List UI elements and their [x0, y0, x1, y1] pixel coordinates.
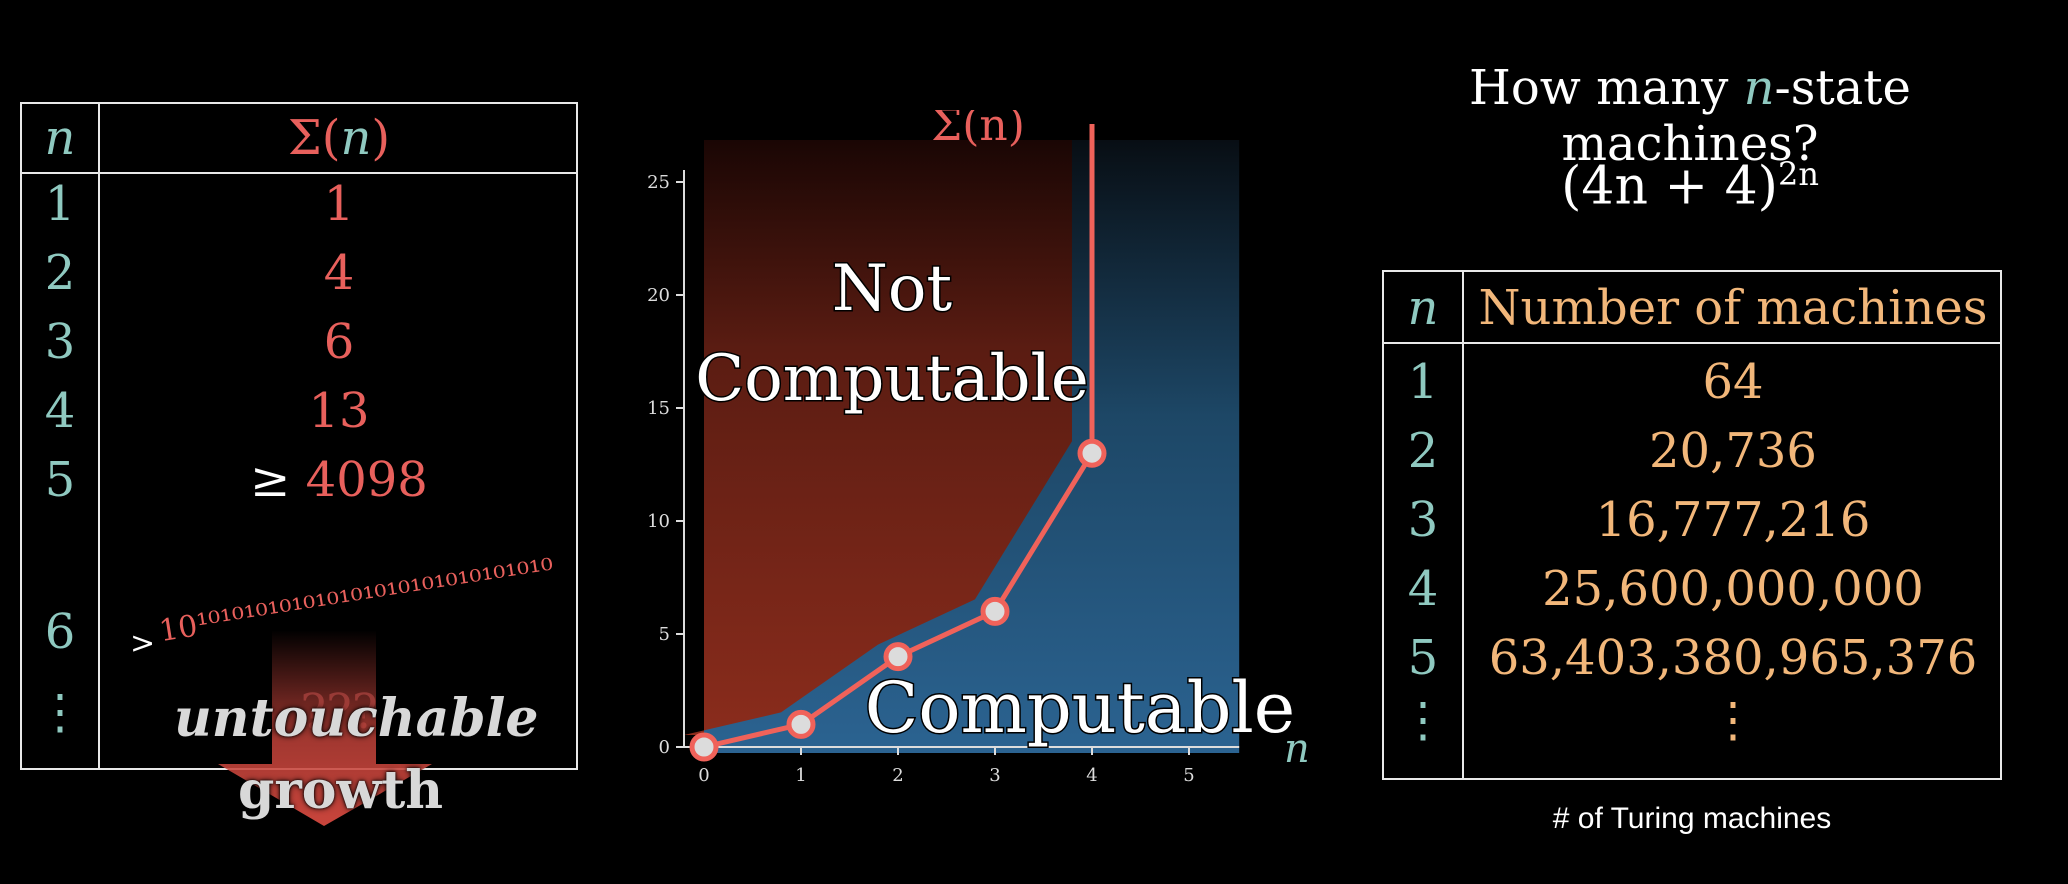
row-2-value: 4 [323, 245, 355, 301]
machine-count-formula: (4n + 4)2n [1561, 155, 1819, 217]
chart-title: Σ(n) [931, 110, 1025, 151]
row-6-n: 6 [44, 604, 76, 660]
row-3-n: 3 [44, 314, 76, 370]
overlay-untouchable: untouchable [174, 688, 539, 749]
row-ellipsis-value: ⋮ [1709, 692, 1757, 748]
row-6-prefix: > [130, 626, 156, 661]
x-tick-label: 2 [892, 765, 903, 786]
row-2-n: 2 [44, 245, 76, 301]
table-column-divider [1462, 272, 1464, 778]
row-4-n: 4 [44, 383, 76, 439]
row-2-value: 20,736 [1649, 423, 1817, 479]
label-not: Not [832, 252, 953, 326]
row-5-value: 63,403,380,965,376 [1488, 630, 1978, 686]
row-1-n: 1 [1407, 354, 1439, 410]
header-n: n [44, 110, 76, 166]
not-computable-region [684, 140, 1072, 735]
overlay-growth: growth [238, 760, 444, 821]
data-point [786, 709, 816, 739]
x-tick-label: 4 [1086, 765, 1097, 786]
x-axis-label: n [1284, 726, 1310, 772]
x-tick-label: 0 [698, 765, 709, 786]
row-3-n: 3 [1407, 492, 1439, 548]
data-point [980, 596, 1010, 626]
x-tick-label: 3 [989, 765, 1000, 786]
header-number-of-machines: Number of machines [1478, 280, 1988, 336]
row-2-n: 2 [1407, 423, 1439, 479]
busy-beaver-chart: 0 5 10 15 20 25 0 1 2 3 4 5 Not Computable Computab… [647, 110, 1310, 786]
row-1-n: 1 [44, 176, 76, 232]
y-tick-label: 5 [659, 624, 670, 645]
row-5-n: 5 [1407, 630, 1439, 686]
row-5-value: ≥ 4098 [250, 452, 428, 508]
caption: # of Turing machines [1552, 802, 1832, 835]
row-1-value: 64 [1702, 354, 1764, 410]
row-3-value: 6 [323, 314, 355, 370]
row-4-n: 4 [1407, 561, 1439, 617]
row-4-value: 13 [308, 383, 370, 439]
row-ellipsis-n: ⋮ [36, 684, 84, 740]
data-point [883, 642, 913, 672]
sigma-table: n Σ(n) 1 1 2 4 3 6 4 13 5 ≥ 4098 6 > 10¹… [20, 102, 578, 770]
y-tick-label: 15 [647, 398, 670, 419]
label-not-computable: Computable [695, 342, 1089, 416]
table-column-divider [98, 104, 100, 768]
y-tick-label: 0 [659, 737, 670, 758]
table-header-divider [1384, 342, 2000, 344]
y-tick-label: 10 [647, 511, 670, 532]
row-5-n: 5 [44, 452, 76, 508]
right-title: How many n-state machines? [1469, 60, 1911, 172]
data-point [689, 732, 719, 762]
row-4-value: 25,600,000,000 [1542, 561, 1924, 617]
row-ellipsis-n: ⋮ [1399, 692, 1447, 748]
header-sigma: Σ(n) [287, 110, 391, 166]
y-tick-label: 25 [647, 172, 670, 193]
table-header-divider [22, 172, 576, 174]
row-1-value: 1 [323, 176, 355, 232]
x-tick-label: 5 [1183, 765, 1194, 786]
down-arrow-icon [218, 630, 432, 826]
y-tick-label: 20 [647, 285, 670, 306]
data-point [1077, 438, 1107, 468]
header-n: n [1407, 280, 1439, 336]
label-computable: Computable [865, 667, 1295, 749]
chart-axes: 0 5 10 15 20 25 0 1 2 3 4 5 [647, 170, 1240, 786]
machines-table: n Number of machines 1 64 2 20,736 3 16,… [1382, 270, 2002, 780]
x-tick-label: 1 [795, 765, 806, 786]
row-3-value: 16,777,216 [1595, 492, 1871, 548]
